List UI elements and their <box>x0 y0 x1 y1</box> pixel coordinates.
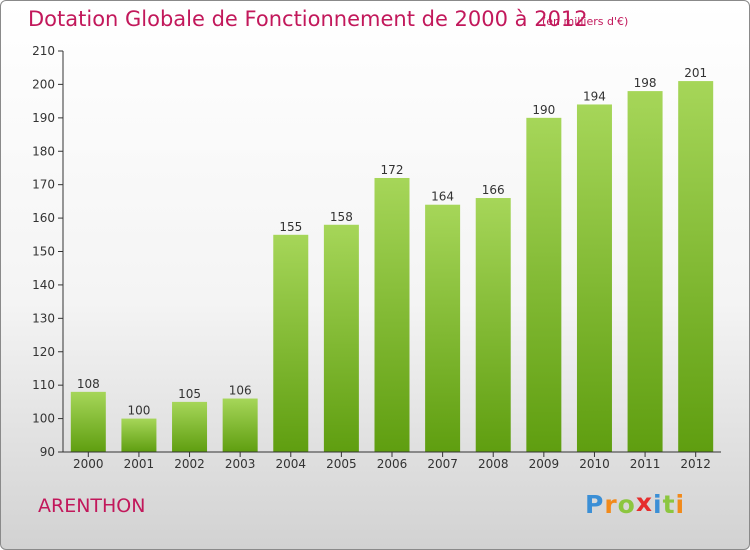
bar-2012 <box>678 81 714 452</box>
bar-2005 <box>323 224 359 452</box>
y-tick-label: 190 <box>32 111 55 125</box>
bar-2011 <box>627 91 663 452</box>
bar-2003 <box>222 398 258 452</box>
x-tick-label: 2009 <box>529 457 560 471</box>
x-tick-label: 2007 <box>427 457 458 471</box>
y-tick-label: 100 <box>32 412 55 426</box>
x-tick-label: 2003 <box>225 457 256 471</box>
y-tick-label: 210 <box>32 44 55 58</box>
y-tick-label: 110 <box>32 378 55 392</box>
proxiti-logo: Proxiti <box>585 488 686 519</box>
logo-letter: i <box>675 490 686 519</box>
bar-value-label: 108 <box>77 377 100 391</box>
x-tick-label: 2012 <box>680 457 711 471</box>
y-tick-label: 120 <box>32 345 55 359</box>
bar-2007 <box>425 204 461 452</box>
bar-value-label: 164 <box>431 190 454 204</box>
y-tick-label: 170 <box>32 178 55 192</box>
bar-2009 <box>526 117 562 452</box>
y-tick-label: 180 <box>32 144 55 158</box>
bar-value-label: 105 <box>178 387 201 401</box>
x-tick-label: 2004 <box>275 457 306 471</box>
x-tick-label: 2006 <box>377 457 408 471</box>
chart-title: Dotation Globale de Fonctionnement de 20… <box>28 7 588 31</box>
bar-value-label: 201 <box>684 66 707 80</box>
bar-value-label: 198 <box>634 76 657 90</box>
logo-letter: o <box>617 490 636 519</box>
x-tick-label: 2005 <box>326 457 357 471</box>
y-tick-label: 200 <box>32 77 55 91</box>
commune-name: ARENTHON <box>38 495 146 517</box>
x-tick-label: 2002 <box>174 457 205 471</box>
bar-value-label: 155 <box>279 220 302 234</box>
chart-subtitle: (en milliers d'€) <box>542 15 629 28</box>
logo-letter: r <box>604 490 618 519</box>
x-tick-label: 2010 <box>579 457 610 471</box>
logo-letter: i <box>653 490 663 519</box>
bar-value-label: 190 <box>532 103 555 117</box>
bar-value-label: 158 <box>330 210 353 224</box>
x-tick-label: 2001 <box>124 457 155 471</box>
bar-value-label: 194 <box>583 89 606 103</box>
bar-2010 <box>576 104 612 452</box>
logo-letter: t <box>662 490 676 519</box>
logo-letter: x <box>635 488 653 517</box>
bar-value-label: 166 <box>482 183 505 197</box>
bar-2004 <box>273 234 309 452</box>
bar-2000 <box>70 391 106 452</box>
x-tick-label: 2008 <box>478 457 509 471</box>
x-tick-label: 2011 <box>630 457 661 471</box>
bar-value-label: 100 <box>127 404 150 418</box>
bar-2006 <box>374 177 410 452</box>
bar-value-label: 172 <box>381 163 404 177</box>
y-tick-label: 160 <box>32 211 55 225</box>
bar-2002 <box>172 401 208 452</box>
y-tick-label: 130 <box>32 311 55 325</box>
logo-letter: P <box>585 490 605 519</box>
x-tick-label: 2000 <box>73 457 104 471</box>
bar-value-label: 106 <box>229 384 252 398</box>
bar-2008 <box>475 198 511 452</box>
y-tick-label: 150 <box>32 245 55 259</box>
y-tick-label: 140 <box>32 278 55 292</box>
y-tick-label: 90 <box>40 445 55 459</box>
bar-2001 <box>121 418 157 452</box>
